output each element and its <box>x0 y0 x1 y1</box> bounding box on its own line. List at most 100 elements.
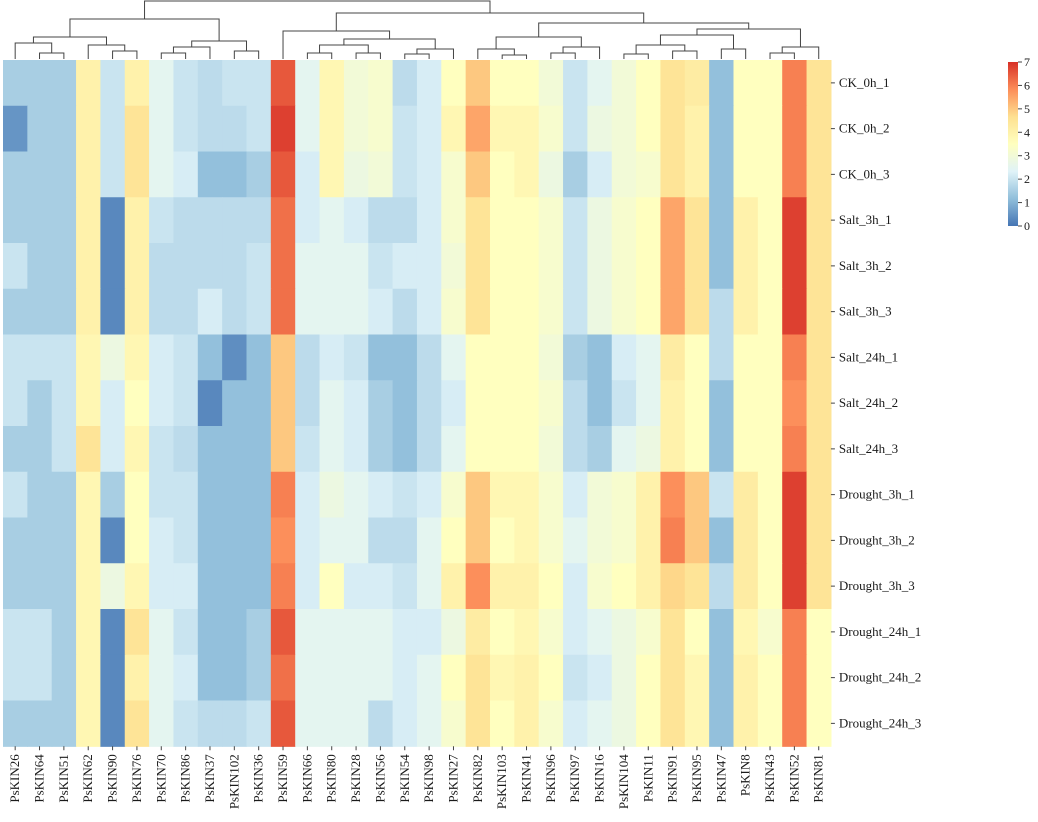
heatmap-cell <box>709 380 735 427</box>
heatmap-cell <box>51 197 77 244</box>
heatmap-cell <box>490 243 515 290</box>
heatmap-cell <box>51 288 77 336</box>
heatmap-cell <box>538 380 564 427</box>
heatmap-cell <box>343 654 369 702</box>
heatmap-cell <box>343 426 369 473</box>
heatmap-cell <box>3 288 28 336</box>
heatmap-cell <box>538 609 564 656</box>
heatmap-cell <box>684 197 710 244</box>
column-label: PsKIN27 <box>445 754 460 803</box>
heatmap-cell <box>733 197 759 244</box>
heatmap-cell <box>197 700 223 747</box>
column-label: PsKIN43 <box>762 754 777 802</box>
heatmap-cell <box>563 60 588 107</box>
heatmap-cell <box>538 197 564 244</box>
heatmap-cell <box>197 151 223 198</box>
heatmap-cell <box>51 380 77 427</box>
heatmap-cell <box>3 334 28 381</box>
heatmap-cell <box>27 700 53 747</box>
heatmap-cell <box>392 609 418 656</box>
colorbar-tick-label: 2 <box>1024 172 1030 186</box>
heatmap-cell <box>197 471 223 519</box>
heatmap-cell <box>465 700 491 747</box>
heatmap-cell <box>416 334 442 381</box>
heatmap-cell <box>733 700 759 747</box>
heatmap-cell <box>392 243 418 290</box>
column-label: PsKIN90 <box>105 754 120 802</box>
heatmap-cell <box>27 609 53 656</box>
heatmap-cell <box>124 380 150 427</box>
heatmap-cell <box>416 426 442 473</box>
heatmap-cell <box>368 609 394 656</box>
heatmap-cell <box>76 471 101 519</box>
heatmap-cell <box>222 380 248 427</box>
heatmap-cell <box>295 563 321 610</box>
heatmap-cell <box>611 288 637 336</box>
heatmap-cell <box>514 563 540 610</box>
heatmap-cell <box>782 609 808 656</box>
dendrogram-branch <box>14 42 53 59</box>
heatmap-cell <box>611 563 637 610</box>
heatmap-cell <box>197 563 223 610</box>
heatmap-cell <box>51 517 77 564</box>
heatmap-cell <box>343 288 369 336</box>
heatmap-cell <box>587 197 613 244</box>
heatmap-cell <box>490 197 515 244</box>
heatmap-cell <box>465 334 491 381</box>
heatmap-cell <box>368 654 394 702</box>
heatmap-cell <box>636 654 662 702</box>
heatmap-cell <box>465 288 491 336</box>
heatmap-cell <box>270 654 296 702</box>
heatmap-cell <box>197 60 223 107</box>
heatmap-cell <box>295 471 321 519</box>
heatmap-cell <box>611 700 637 747</box>
heatmap-cell <box>270 517 296 564</box>
heatmap-cell <box>149 609 175 656</box>
heatmap-cell <box>490 288 515 336</box>
column-dendrogram <box>14 0 820 59</box>
heatmap-cell <box>368 517 394 564</box>
heatmap-cell <box>173 380 199 427</box>
heatmap-cell <box>465 243 491 290</box>
color-legend: 0 1 2 3 4 5 6 7 <box>1008 55 1030 233</box>
heatmap-cell <box>295 334 321 381</box>
heatmap-cell <box>270 700 296 747</box>
dendrogram-branch <box>32 36 107 45</box>
heatmap-cell <box>611 654 637 702</box>
dendrogram-branch <box>319 44 369 53</box>
heatmap-cell <box>319 105 345 153</box>
dendrogram-branch <box>672 50 698 59</box>
heatmap-cell <box>368 563 394 610</box>
heatmap-cell <box>660 700 686 747</box>
heatmap-cell <box>538 471 564 519</box>
heatmap-cell <box>611 151 637 198</box>
heatmap-cell <box>392 700 418 747</box>
heatmap-cell <box>222 334 248 381</box>
heatmap-cell <box>514 380 540 427</box>
row-label: Salt_3h_3 <box>839 304 892 319</box>
heatmap-cell <box>270 380 296 427</box>
heatmap-cell <box>124 334 150 381</box>
heatmap-cell <box>392 426 418 473</box>
heatmap-cell <box>416 243 442 290</box>
column-labels: PsKIN26 PsKIN64 PsKIN51 PsKIN62 PsKIN90 PsKIN… <box>7 746 826 809</box>
heatmap-cell <box>197 426 223 473</box>
dendrogram-branch <box>501 54 528 59</box>
heatmap-cell <box>660 517 686 564</box>
heatmap-cell <box>587 105 613 153</box>
column-label: PsKIN102 <box>226 754 241 809</box>
heatmap-cell <box>76 288 101 336</box>
heatmap-cell <box>416 380 442 427</box>
dendrogram-branch <box>635 44 686 54</box>
heatmap-cell <box>319 471 345 519</box>
heatmap-cell <box>611 609 637 656</box>
dendrogram-branch <box>160 52 187 59</box>
heatmap-cell <box>3 563 28 610</box>
heatmap-cell <box>465 380 491 427</box>
heatmap-cell <box>173 60 199 107</box>
heatmap-cell <box>587 380 613 427</box>
heatmap-cell <box>684 700 710 747</box>
heatmap-cell <box>416 517 442 564</box>
heatmap-cell <box>806 654 832 702</box>
heatmap-cell <box>636 151 662 198</box>
